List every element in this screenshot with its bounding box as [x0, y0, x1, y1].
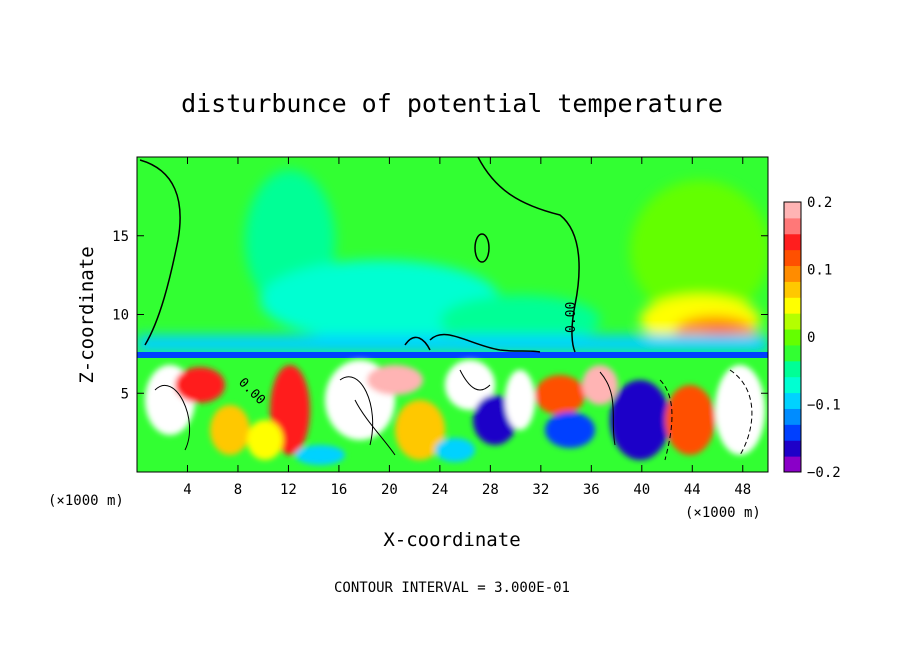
x-axis: 4 8 12 16 20 24 28 32 36 40 44 48 [183, 157, 751, 498]
colorbar-swatch [784, 440, 801, 457]
y-axis: 5 10 15 [112, 229, 768, 402]
x-tick-label: 24 [431, 482, 448, 498]
colorbar-swatch [784, 249, 801, 267]
chart-title: disturbunce of potential temperature [181, 89, 723, 118]
colorbar-swatch [784, 217, 801, 235]
colorbar-swatch [784, 202, 801, 219]
y-tick-label: 15 [112, 229, 129, 245]
colorbar-swatch [784, 297, 801, 314]
colorbar-swatch [784, 313, 801, 330]
colorbar-tick-label: −0.1 [807, 398, 841, 414]
colorbar-tick-label: −0.2 [807, 465, 841, 481]
colorbar-tick-label: 0 [807, 330, 815, 346]
x-tick-label: 28 [482, 482, 499, 498]
colorbar-swatch [784, 265, 801, 282]
colorbar-swatch [784, 281, 801, 298]
x-axis-label: X-coordinate [383, 529, 520, 551]
x-tick-label: 4 [183, 482, 191, 498]
x-tick-label: 12 [280, 482, 297, 498]
colorbar-tick-label: 0.2 [807, 195, 832, 211]
y-tick-label: 5 [121, 386, 129, 402]
colorbar-swatch [784, 376, 801, 394]
x-tick-label: 8 [234, 482, 242, 498]
colorbar: 0.2 0.1 0 −0.1 −0.2 [783, 195, 841, 481]
colorbar-swatch [784, 329, 801, 346]
y-tick-label: 10 [112, 308, 129, 324]
contour-interval-note: CONTOUR INTERVAL = 3.000E-01 [334, 580, 570, 596]
colorbar-tick-label: 0.1 [807, 263, 832, 279]
x-unit-left: (×1000 m) [48, 493, 124, 509]
x-tick-label: 44 [684, 482, 701, 498]
plot-area [137, 157, 768, 472]
y-axis-label: Z-coordinate [76, 246, 98, 383]
colorbar-swatch [784, 360, 801, 378]
x-tick-label: 20 [381, 482, 398, 498]
colorbar-swatch [784, 456, 801, 473]
colorbar-swatch [784, 392, 801, 409]
x-tick-label: 36 [583, 482, 600, 498]
x-tick-label: 40 [633, 482, 650, 498]
x-tick-label: 32 [532, 482, 549, 498]
x-tick-label: 48 [734, 482, 751, 498]
colorbar-swatch [784, 424, 801, 441]
x-tick-label: 16 [330, 482, 347, 498]
colorbar-frame [783, 201, 802, 473]
x-unit-right: (×1000 m) [685, 505, 761, 521]
colorbar-swatch [784, 408, 801, 425]
contour-label: 0.00 [564, 302, 579, 333]
colorbar-swatch [784, 344, 801, 362]
colorbar-swatch [784, 233, 801, 251]
